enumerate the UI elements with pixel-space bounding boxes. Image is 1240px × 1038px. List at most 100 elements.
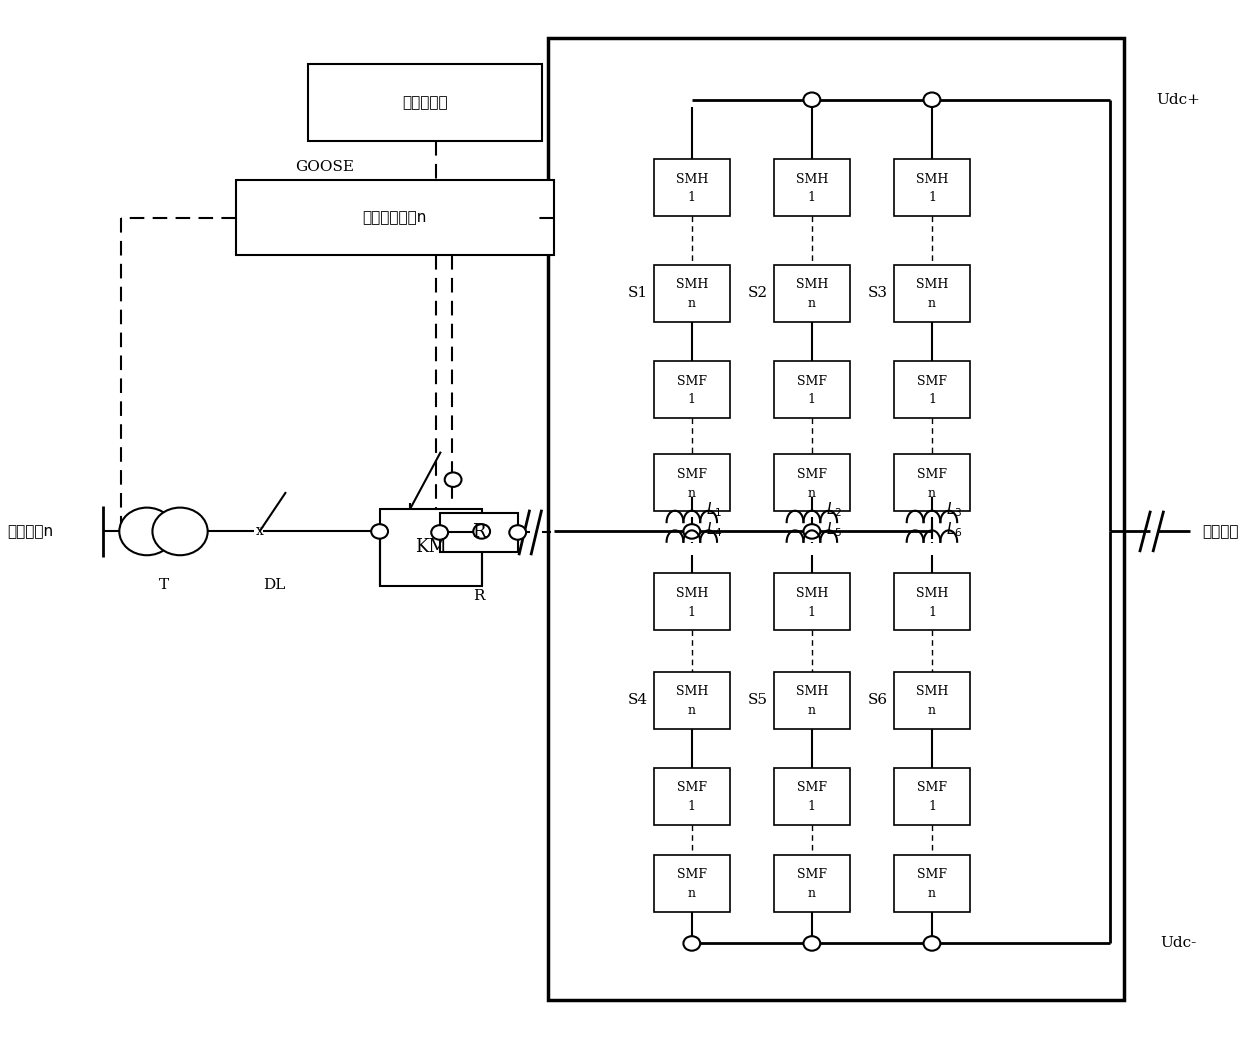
Text: 1: 1 (808, 393, 816, 406)
Text: 1: 1 (928, 800, 936, 813)
Text: 控制保护单元n: 控制保护单元n (362, 211, 427, 225)
Circle shape (474, 524, 490, 539)
FancyBboxPatch shape (894, 855, 970, 911)
Circle shape (432, 525, 448, 540)
Text: GOOSE: GOOSE (295, 160, 355, 174)
Circle shape (683, 936, 701, 951)
Text: 协调控制器: 协调控制器 (402, 94, 448, 110)
Text: 1: 1 (808, 800, 816, 813)
Text: $L_3$: $L_3$ (946, 500, 962, 519)
Circle shape (119, 508, 175, 555)
FancyBboxPatch shape (653, 855, 729, 911)
FancyBboxPatch shape (379, 509, 481, 586)
Text: SMH: SMH (676, 278, 708, 292)
Text: n: n (808, 297, 816, 310)
Text: DL: DL (263, 578, 285, 593)
FancyBboxPatch shape (653, 265, 729, 322)
Text: 1: 1 (688, 800, 696, 813)
Text: n: n (928, 887, 936, 900)
Text: 1: 1 (688, 191, 696, 204)
Text: SMH: SMH (916, 278, 949, 292)
FancyBboxPatch shape (774, 573, 849, 630)
Text: $L_4$: $L_4$ (707, 520, 723, 539)
Text: 1: 1 (928, 605, 936, 619)
FancyBboxPatch shape (774, 159, 849, 216)
FancyBboxPatch shape (236, 181, 554, 255)
Text: SMF: SMF (916, 468, 947, 481)
Text: n: n (928, 704, 936, 717)
Text: SMF: SMF (797, 375, 827, 387)
Text: SMH: SMH (676, 685, 708, 699)
Text: S6: S6 (868, 693, 888, 707)
Text: n: n (808, 704, 816, 717)
FancyBboxPatch shape (440, 513, 517, 552)
FancyBboxPatch shape (894, 672, 970, 729)
FancyBboxPatch shape (774, 768, 849, 825)
Circle shape (924, 92, 940, 107)
Text: 1: 1 (928, 393, 936, 406)
Text: Udc-: Udc- (1159, 936, 1197, 951)
Circle shape (804, 92, 821, 107)
Text: SMF: SMF (797, 468, 827, 481)
Circle shape (153, 508, 207, 555)
FancyBboxPatch shape (894, 159, 970, 216)
Text: n: n (688, 704, 696, 717)
Text: 1: 1 (808, 191, 816, 204)
FancyBboxPatch shape (308, 63, 542, 141)
Text: $L_5$: $L_5$ (826, 520, 842, 539)
Circle shape (804, 524, 821, 539)
Text: SMH: SMH (916, 172, 949, 186)
FancyBboxPatch shape (548, 37, 1125, 1001)
Text: SMF: SMF (797, 782, 827, 794)
FancyBboxPatch shape (653, 159, 729, 216)
Text: 直流母线: 直流母线 (1202, 524, 1239, 539)
Text: n: n (928, 297, 936, 310)
Text: SMH: SMH (916, 685, 949, 699)
Circle shape (683, 524, 701, 539)
Text: R: R (472, 523, 485, 542)
Text: 1: 1 (808, 605, 816, 619)
Text: $L_6$: $L_6$ (946, 520, 963, 539)
Text: S2: S2 (748, 286, 768, 300)
Circle shape (804, 936, 821, 951)
Text: n: n (928, 487, 936, 499)
Text: SMF: SMF (916, 869, 947, 881)
Text: SMF: SMF (677, 869, 707, 881)
Text: KM: KM (414, 539, 446, 556)
FancyBboxPatch shape (894, 265, 970, 322)
Text: SMF: SMF (916, 782, 947, 794)
Text: 交流馈线n: 交流馈线n (7, 524, 53, 539)
Text: 1: 1 (928, 191, 936, 204)
Circle shape (510, 525, 526, 540)
FancyBboxPatch shape (653, 455, 729, 512)
FancyBboxPatch shape (653, 672, 729, 729)
Text: S3: S3 (868, 286, 888, 300)
Text: SMF: SMF (677, 782, 707, 794)
Text: n: n (688, 297, 696, 310)
FancyBboxPatch shape (653, 768, 729, 825)
FancyBboxPatch shape (774, 265, 849, 322)
Text: S1: S1 (627, 286, 649, 300)
Text: SMH: SMH (796, 278, 828, 292)
Text: $L_2$: $L_2$ (826, 500, 842, 519)
Text: SMH: SMH (676, 586, 708, 600)
Text: SMH: SMH (916, 586, 949, 600)
Text: T: T (159, 578, 169, 593)
Text: 1: 1 (688, 605, 696, 619)
Text: S5: S5 (748, 693, 768, 707)
Text: S4: S4 (627, 693, 649, 707)
Circle shape (924, 936, 940, 951)
Circle shape (371, 524, 388, 539)
FancyBboxPatch shape (774, 855, 849, 911)
Text: SMH: SMH (796, 586, 828, 600)
Text: SMH: SMH (796, 172, 828, 186)
FancyBboxPatch shape (894, 768, 970, 825)
Text: 1: 1 (688, 393, 696, 406)
Text: SMH: SMH (676, 172, 708, 186)
Text: n: n (808, 487, 816, 499)
Text: n: n (688, 487, 696, 499)
FancyBboxPatch shape (774, 361, 849, 418)
Text: $L_1$: $L_1$ (707, 500, 723, 519)
FancyBboxPatch shape (653, 573, 729, 630)
Text: SMF: SMF (677, 468, 707, 481)
